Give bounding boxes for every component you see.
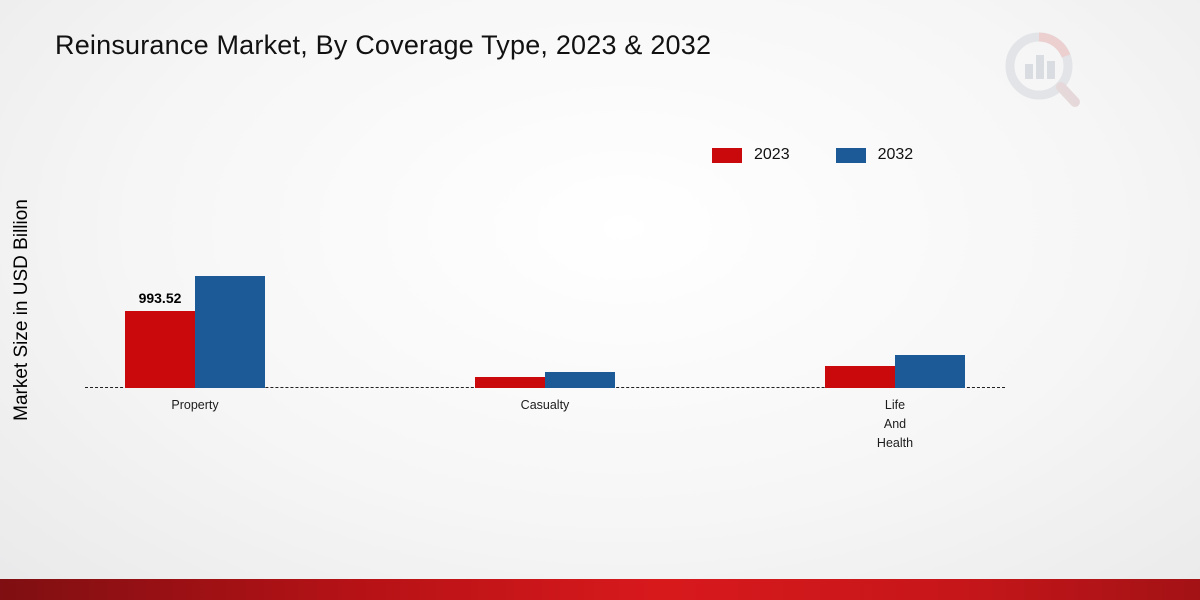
logo-bar-3 [1047,61,1055,79]
logo-bar-1 [1025,64,1033,79]
bar-2032-1 [195,276,265,388]
x-axis-category-label: Casualty [520,398,570,412]
bottom-accent-strip [0,579,1200,600]
logo-bar-2 [1036,55,1044,79]
x-axis-category-label: Property [171,398,219,412]
x-axis-category-label: Life And Health [876,398,914,450]
plot-area: 993.52 Property Casualty Life And Health [85,168,1005,450]
chart-title: Reinsurance Market, By Coverage Type, 20… [55,30,712,60]
legend-swatch-2023 [712,147,742,163]
legend-swatch-2032 [835,147,866,163]
bar-2023-3 [825,366,895,388]
bar-2032-3 [895,355,965,388]
legend-item-2032: 2032 [835,146,914,164]
legend: 2023 2032 [712,146,913,164]
legend-item-2023: 2023 [712,146,790,164]
bar-2023-2 [475,377,545,388]
y-axis-label: Market Size in USD Billion [11,199,32,421]
logo-ring-accent [1038,32,1071,58]
bar-value-label: 993.52 [138,290,182,306]
brand-logo [1005,32,1080,107]
legend-label-2032: 2032 [877,146,914,163]
bar-2023-1 [125,311,195,388]
legend-label-2023: 2023 [754,146,790,163]
bar-2032-2 [545,372,615,388]
logo-magnifier-handle [1056,82,1080,107]
